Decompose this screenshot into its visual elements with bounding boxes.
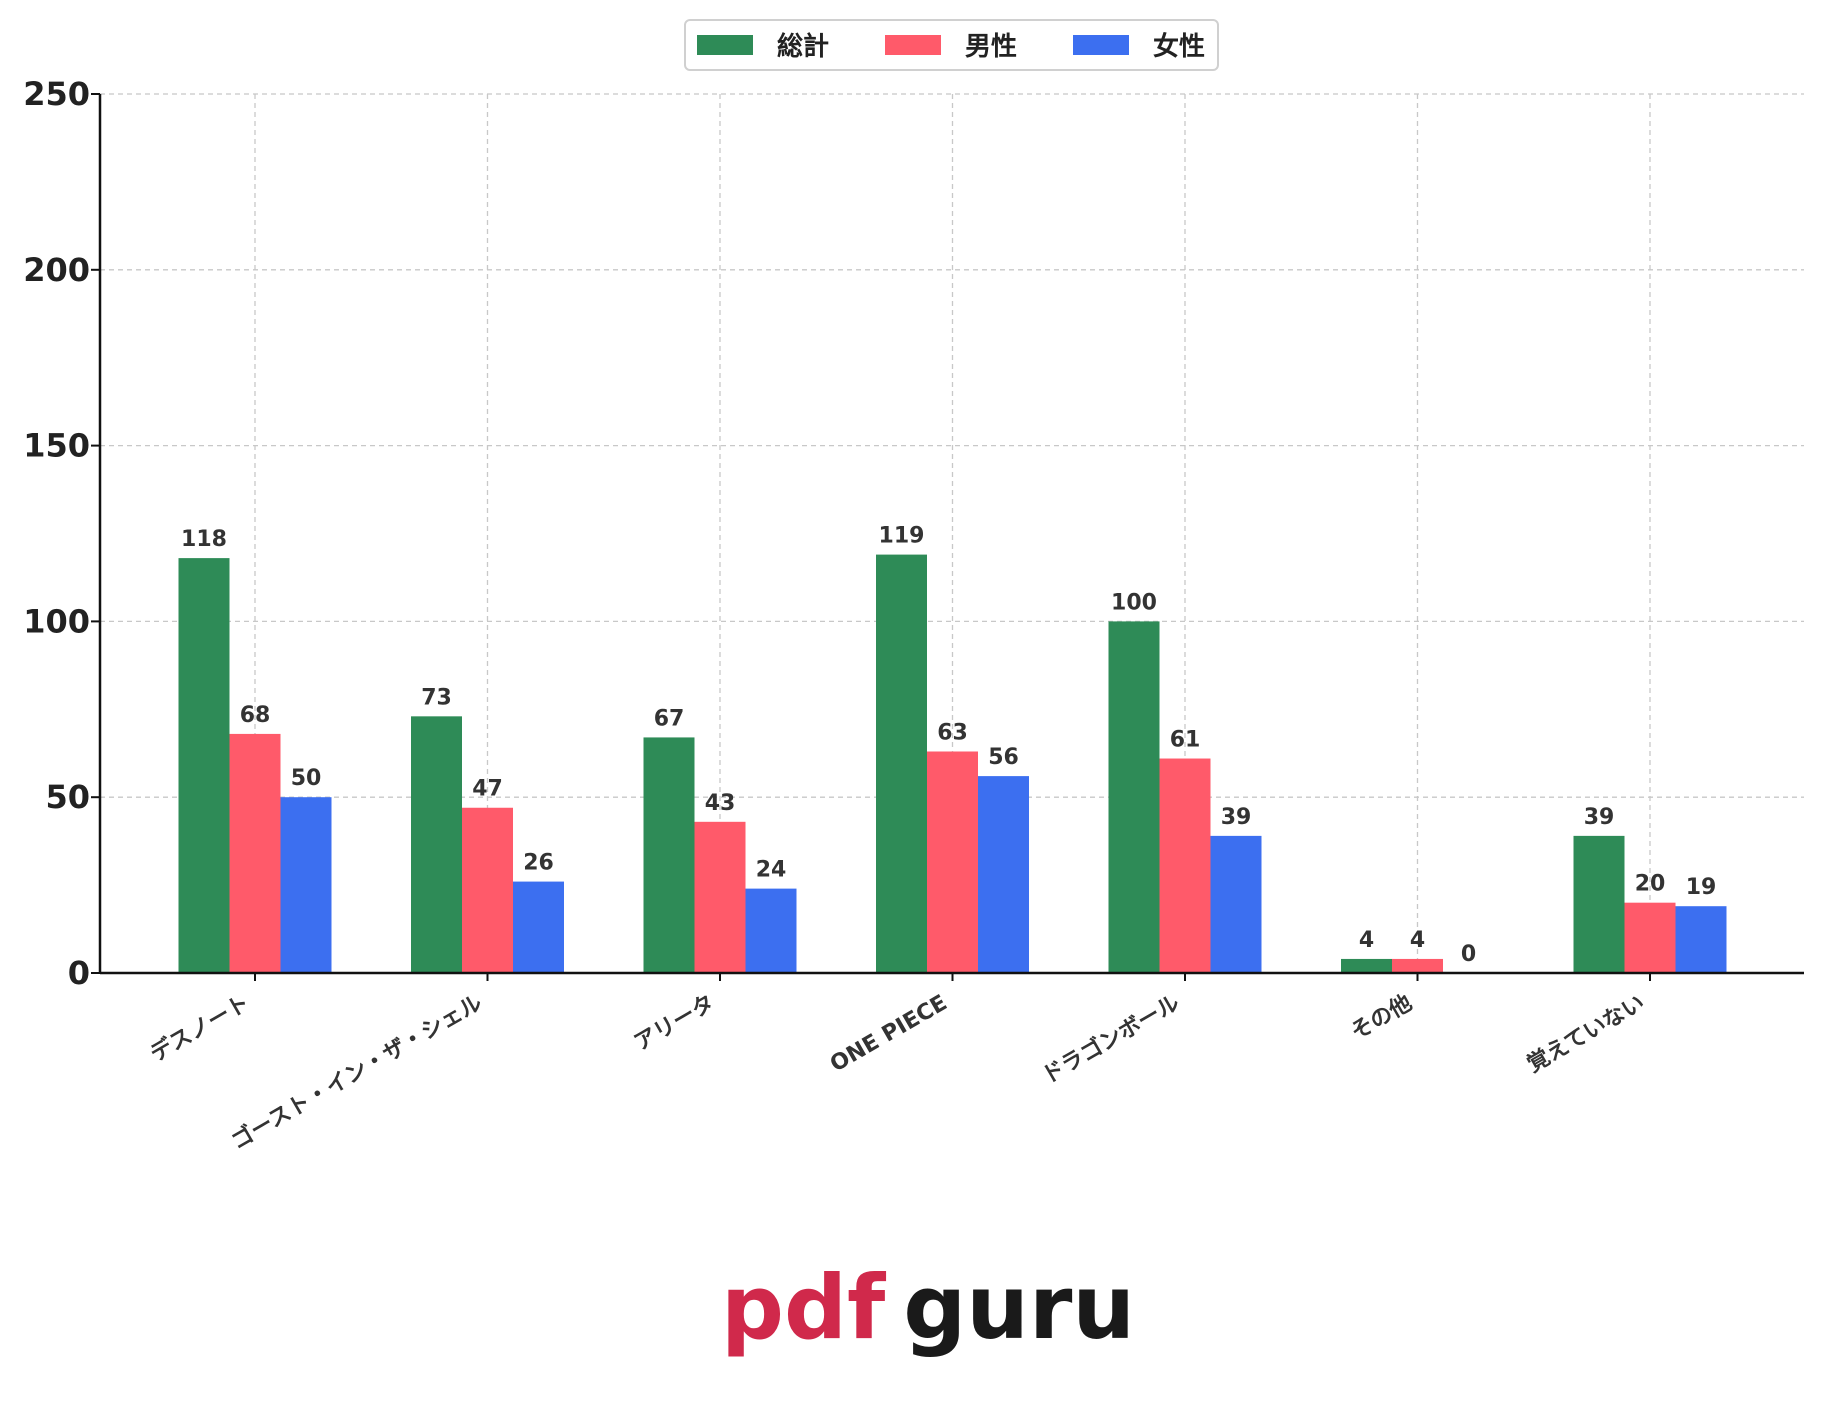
bar-value-label: 20 <box>1635 872 1666 897</box>
legend-label: 男性 <box>965 32 1017 62</box>
bar <box>513 881 564 973</box>
bar-value-label: 43 <box>705 791 736 816</box>
bar <box>876 554 927 973</box>
bar <box>1624 902 1676 973</box>
x-tick-label: ONE PIECE <box>826 991 951 1078</box>
bar <box>178 558 230 973</box>
bar <box>1573 835 1625 973</box>
bar-value-label: 73 <box>421 685 452 710</box>
x-tick-label: アリータ <box>630 991 719 1057</box>
bar <box>1392 958 1443 973</box>
bar-value-label: 118 <box>181 527 227 552</box>
x-tick-label: ドラゴンボール <box>1038 990 1184 1090</box>
bar-value-label: 68 <box>240 703 271 728</box>
x-tick-label: 覚えていない <box>1523 990 1649 1078</box>
watermark-logo: pdf guru <box>721 1256 1135 1359</box>
bar <box>411 716 462 973</box>
bar-value-label: 26 <box>523 851 554 876</box>
y-tick-label: 250 <box>23 75 90 113</box>
watermark-part-pdf: pdf <box>721 1256 887 1359</box>
legend: 総計 男性 女性 <box>684 19 1219 71</box>
bar-value-label: 19 <box>1686 875 1717 900</box>
legend-swatch <box>697 35 753 55</box>
bar-value-label: 39 <box>1584 805 1615 830</box>
y-tick-label: 100 <box>23 602 90 640</box>
bar <box>1159 758 1211 973</box>
bar <box>694 821 746 973</box>
bar-value-label: 4 <box>1359 928 1374 953</box>
bar-value-label: 100 <box>1111 590 1157 615</box>
y-tick-label: 150 <box>23 427 90 465</box>
bar <box>745 888 797 973</box>
legend-label: 総計 <box>777 31 829 62</box>
bar-value-label: 4 <box>1410 928 1425 953</box>
x-tick-label: その他 <box>1347 991 1417 1046</box>
y-tick-label: 50 <box>45 778 90 816</box>
bar <box>927 751 978 973</box>
bar-value-label: 61 <box>1170 728 1201 753</box>
bar <box>978 776 1029 973</box>
legend-swatch <box>885 35 941 55</box>
bar <box>280 797 332 973</box>
bar-value-label: 50 <box>291 766 322 791</box>
bar-value-label: 0 <box>1461 942 1476 967</box>
x-tick-label: ゴースト・イン・ザ・シェル <box>227 990 487 1155</box>
bar-value-label: 63 <box>937 720 968 745</box>
bar <box>1210 835 1262 973</box>
value-labels: 118 73 67 119 100 4 39 68 47 43 63 61 4 20 50 26 24 56 39 0… <box>181 524 1716 967</box>
bar-value-label: 24 <box>756 858 787 883</box>
x-tick-label: デスノート <box>146 990 254 1068</box>
legend-box <box>684 19 1219 71</box>
bar <box>1341 958 1392 973</box>
y-tick-label: 200 <box>23 251 90 289</box>
bar-value-label: 39 <box>1221 805 1252 830</box>
watermark-text: pdf guru <box>721 1256 1135 1359</box>
legend-swatch <box>1073 35 1129 55</box>
legend-label: 女性 <box>1153 31 1205 62</box>
y-tick-labels: 0 50 100 150 200 250 <box>23 75 90 992</box>
watermark-part-guru: guru <box>903 1256 1135 1359</box>
y-tick-label: 0 <box>68 954 90 992</box>
bar <box>229 733 281 973</box>
bar-value-label: 67 <box>654 706 685 731</box>
bar-value-label: 56 <box>988 745 1019 770</box>
bars <box>178 554 1727 973</box>
bar <box>1108 621 1160 973</box>
bar-value-label: 119 <box>879 524 925 549</box>
bar-value-label: 47 <box>472 777 503 802</box>
bar <box>643 737 695 973</box>
bar <box>1675 906 1727 973</box>
bar <box>462 807 513 973</box>
axes <box>91 93 1804 981</box>
